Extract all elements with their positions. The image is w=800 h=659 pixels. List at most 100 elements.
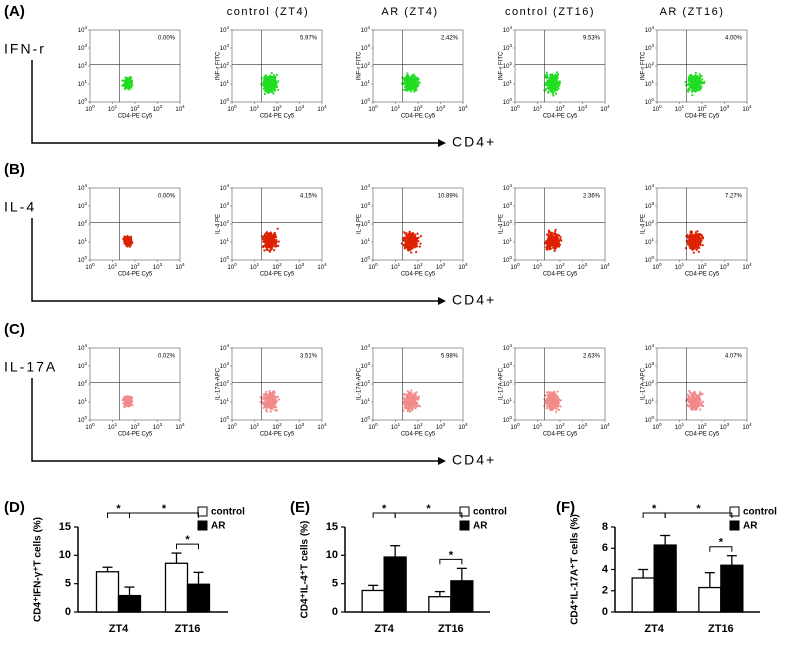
tick-base: 10 (317, 107, 324, 113)
tick-base: 10 (503, 28, 510, 34)
cell-dot (271, 399, 274, 402)
cell-dot (409, 391, 413, 394)
x-tick-label: 104 (175, 262, 185, 270)
panel-label: (D) (4, 499, 25, 516)
cell-dot (700, 85, 703, 88)
cell-dot (691, 90, 694, 93)
cell-dot (403, 245, 406, 248)
cell-dot (550, 90, 553, 93)
cell-dot (271, 240, 274, 243)
tick-exp: 3 (160, 104, 163, 109)
cell-dot (271, 85, 274, 88)
cell-dot (419, 242, 422, 245)
tick-base: 10 (361, 82, 368, 88)
tick-base: 10 (85, 107, 92, 113)
cell-dot (126, 78, 129, 81)
cell-dot (123, 395, 126, 398)
legend-label: AR (211, 521, 226, 532)
cell-dot (551, 395, 555, 398)
cell-dot (415, 250, 418, 254)
arrow-label: CD4+ (452, 292, 496, 308)
cell-dot (554, 79, 557, 82)
cell-dot (410, 389, 413, 392)
cell-dot (414, 407, 417, 410)
y-tick-label: 100 (645, 97, 655, 105)
cell-dot (266, 237, 269, 240)
y-tick-label: 100 (220, 97, 230, 105)
cell-dot (271, 407, 274, 410)
tick-base: 10 (600, 107, 607, 113)
cell-dot (555, 410, 558, 413)
bar (631, 577, 655, 613)
cell-dot (550, 80, 553, 83)
cell-dot (406, 247, 409, 251)
tick-exp: 1 (257, 104, 260, 109)
cell-dot (548, 398, 551, 401)
tick-exp: 1 (509, 79, 512, 84)
tick-base: 10 (578, 107, 585, 113)
y-tick-label: 102 (503, 61, 513, 69)
cell-dot (546, 237, 550, 240)
tick-base: 10 (227, 265, 234, 271)
cell-dot (702, 404, 705, 408)
y-tick-label: 104 (220, 25, 230, 33)
y-tick-label: 0 (65, 606, 71, 618)
cell-dot (690, 405, 693, 409)
cell-dot (269, 240, 272, 243)
cell-dot (403, 397, 406, 401)
tick-exp: 2 (420, 104, 423, 109)
cell-dot (556, 241, 560, 244)
cell-dot (278, 398, 281, 401)
x-axis-label: CD4-PE Cy5 (685, 114, 720, 120)
tick-base: 10 (555, 107, 562, 113)
significance-label: * (652, 503, 657, 515)
cell-dot (410, 247, 414, 250)
cell-dot (273, 231, 276, 234)
cell-dot (693, 247, 696, 250)
cell-dot (414, 395, 417, 398)
cell-dot (551, 241, 555, 244)
tick-base: 10 (272, 107, 279, 113)
cell-dot (267, 233, 271, 237)
x-tick-label: 101 (250, 262, 260, 270)
x-tick-label: 104 (175, 104, 185, 112)
cell-dot (550, 405, 553, 408)
significance-label: * (426, 503, 431, 515)
cell-dot (127, 83, 131, 86)
cell-dot (694, 71, 698, 74)
cell-dot (125, 242, 128, 245)
cell-dot (273, 81, 276, 84)
tick-exp: 3 (302, 104, 305, 109)
tick-exp: 1 (257, 262, 260, 267)
column-header: control (ZT4) (227, 6, 309, 18)
tick-exp: 2 (84, 61, 87, 66)
cell-dot (414, 233, 417, 236)
y-axis-label: IL-17A-APC (499, 367, 505, 400)
tick-exp: 2 (226, 61, 229, 66)
cell-dot (549, 78, 552, 81)
tick-base: 10 (295, 107, 302, 113)
significance-label: * (116, 503, 121, 515)
cell-dot (554, 74, 557, 77)
cell-dot (547, 90, 550, 93)
y-tick-label: 8 (602, 521, 608, 533)
cell-dot (691, 234, 694, 237)
cell-dot (408, 83, 411, 86)
y-tick-label: 101 (361, 79, 371, 87)
cell-dot (549, 73, 552, 76)
arrow-label: CD4+ (452, 452, 496, 468)
tick-exp: 1 (682, 104, 685, 109)
cell-dot (549, 247, 552, 250)
quadrant-percentage: 4.00% (725, 36, 743, 42)
y-tick-label: 101 (78, 237, 88, 245)
y-tick-label: 100 (220, 255, 230, 263)
tick-exp: 2 (562, 104, 565, 109)
x-tick-label: 102 (697, 104, 707, 112)
cell-dot (699, 408, 702, 411)
x-axis-label: CD4-PE Cy5 (543, 114, 578, 120)
cell-dot (402, 88, 406, 91)
x-tick-label: 100 (227, 262, 237, 270)
cell-dot (553, 249, 556, 252)
cell-dot (412, 84, 415, 87)
cell-dot (416, 85, 419, 88)
